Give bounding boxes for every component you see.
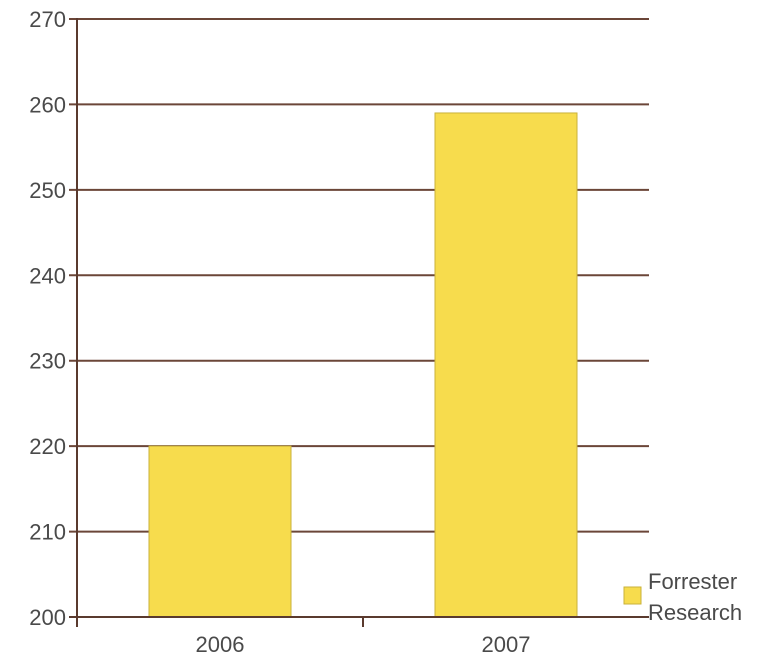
bar-2007 (434, 112, 578, 618)
legend-swatch (623, 586, 642, 605)
legend-label-line-2: Research (648, 600, 742, 625)
y-tick-label: 220 (29, 434, 66, 459)
y-tick-label: 200 (29, 605, 66, 630)
bars (148, 112, 578, 618)
y-tick-label: 250 (29, 178, 66, 203)
y-tick-labels: 200 210 220 230 240 250 260 270 (29, 7, 66, 630)
bar-2006 (148, 445, 292, 618)
legend-label-line-1: Forrester (648, 569, 737, 594)
x-tick-label: 2007 (482, 632, 531, 657)
x-tick-labels: 2006 2007 (196, 632, 531, 657)
x-tick-label: 2006 (196, 632, 245, 657)
legend: Forrester Research (623, 569, 742, 625)
y-tick-label: 270 (29, 7, 66, 32)
y-tick-label: 230 (29, 349, 66, 374)
y-tick-label: 240 (29, 263, 66, 288)
y-tick-label: 210 (29, 520, 66, 545)
y-tick-label: 260 (29, 92, 66, 117)
axes (69, 18, 649, 627)
